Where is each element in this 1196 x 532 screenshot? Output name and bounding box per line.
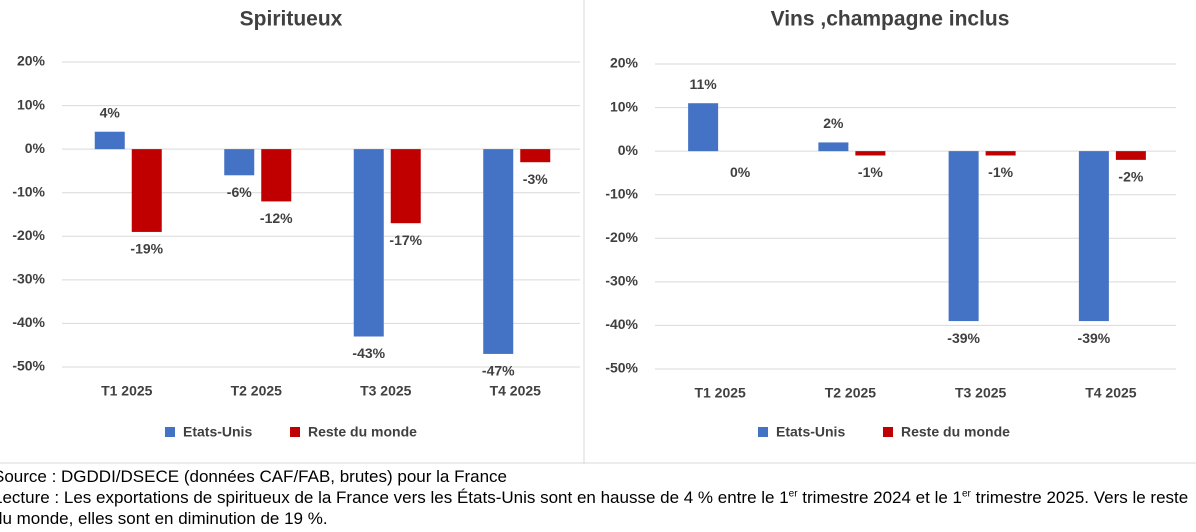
reading-text: trimestre 2024 et le 1 bbox=[797, 488, 962, 507]
source: Source : DGDDI/DSECE (données CAF/FAB, b… bbox=[0, 467, 507, 486]
bar bbox=[985, 151, 1016, 156]
reading-text: trimestre 2025. Vers le reste du monde, … bbox=[0, 488, 1189, 528]
data-label: -39% bbox=[947, 330, 980, 346]
x-tick-label: T4 2025 bbox=[490, 383, 542, 399]
reading-sup: er bbox=[961, 488, 971, 500]
data-label: -43% bbox=[352, 345, 385, 361]
bar bbox=[1078, 151, 1109, 322]
bar bbox=[353, 149, 384, 337]
chart-title: Vins ,champagne inclus bbox=[771, 8, 1010, 31]
y-tick-label: 10% bbox=[17, 96, 46, 112]
x-tick-label: T3 2025 bbox=[360, 383, 412, 399]
x-tick-label: T3 2025 bbox=[955, 385, 1007, 401]
data-label: 4% bbox=[100, 104, 121, 120]
data-label: -6% bbox=[227, 184, 252, 200]
legend-label: Etats-Unis bbox=[183, 424, 252, 440]
bar bbox=[520, 149, 551, 163]
notes: Source : DGDDI/DSECE (données CAF/FAB, b… bbox=[0, 466, 1196, 529]
y-tick-label: -50% bbox=[605, 360, 638, 376]
data-label: -3% bbox=[523, 171, 548, 187]
x-tick-label: T2 2025 bbox=[231, 383, 283, 399]
data-label: 2% bbox=[823, 115, 844, 131]
legend-label: Reste du monde bbox=[901, 424, 1010, 440]
data-label: -19% bbox=[130, 241, 163, 257]
bar bbox=[688, 103, 719, 152]
legend-swatch bbox=[758, 427, 768, 437]
y-tick-label: 0% bbox=[25, 140, 46, 156]
x-tick-label: T4 2025 bbox=[1085, 385, 1137, 401]
data-label: -1% bbox=[858, 164, 883, 180]
data-label: -2% bbox=[1118, 169, 1143, 185]
legend-swatch bbox=[883, 427, 893, 437]
legend-swatch bbox=[165, 427, 175, 437]
bar bbox=[131, 149, 162, 232]
bar bbox=[855, 151, 886, 156]
bar bbox=[948, 151, 979, 322]
data-label: -47% bbox=[482, 363, 515, 379]
data-label: -17% bbox=[389, 232, 422, 248]
chart-title: Spiritueux bbox=[240, 8, 343, 31]
x-tick-label: T1 2025 bbox=[101, 383, 153, 399]
data-label: -39% bbox=[1078, 330, 1111, 346]
y-tick-label: -10% bbox=[605, 185, 638, 201]
bar bbox=[1115, 151, 1146, 160]
bar bbox=[390, 149, 421, 224]
data-label: 11% bbox=[690, 76, 718, 92]
bar bbox=[94, 131, 125, 150]
y-tick-label: 0% bbox=[618, 142, 639, 158]
charts: Spiritueux 20% 10% 0% -10% -20% -30% -40% -50% T1… bbox=[0, 0, 1196, 464]
y-tick-label: -30% bbox=[605, 273, 638, 289]
bar bbox=[261, 149, 292, 202]
y-tick-label: 20% bbox=[17, 53, 46, 69]
y-tick-label: -20% bbox=[605, 229, 638, 245]
data-label: -12% bbox=[260, 210, 293, 226]
reading-sup: er bbox=[788, 488, 798, 500]
y-tick-label: -30% bbox=[12, 271, 45, 287]
y-tick-label: -20% bbox=[12, 227, 45, 243]
legend-label: Reste du monde bbox=[308, 424, 417, 440]
y-tick-label: -40% bbox=[12, 314, 45, 330]
reading-text: Lecture : Les exportations de spiritueux… bbox=[0, 488, 789, 507]
y-tick-label: -10% bbox=[12, 183, 45, 199]
bar bbox=[818, 142, 849, 152]
x-tick-label: T2 2025 bbox=[825, 385, 877, 401]
y-tick-label: -50% bbox=[12, 358, 45, 374]
bar bbox=[483, 149, 514, 354]
data-label: 0% bbox=[730, 164, 751, 180]
bar bbox=[224, 149, 255, 176]
data-label: -1% bbox=[988, 164, 1013, 180]
legend-swatch bbox=[290, 427, 300, 437]
reading: Lecture : Les exportations de spiritueux… bbox=[0, 487, 1196, 529]
x-tick-label: T1 2025 bbox=[694, 385, 746, 401]
y-tick-label: 10% bbox=[610, 98, 639, 114]
y-tick-label: 20% bbox=[610, 55, 639, 71]
y-tick-label: -40% bbox=[605, 316, 638, 332]
legend-label: Etats-Unis bbox=[776, 424, 845, 440]
